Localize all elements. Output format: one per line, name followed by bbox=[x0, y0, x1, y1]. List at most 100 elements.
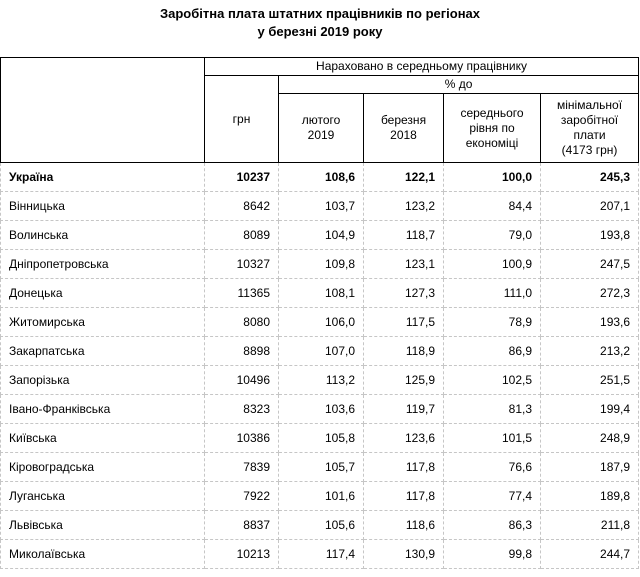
table-row: Донецька 11365 108,1 127,3 111,0 272,3 bbox=[0, 278, 640, 308]
table-row: Україна 10237 108,6 122,1 100,0 245,3 bbox=[0, 162, 640, 192]
region-name-cell: Івано-Франківська bbox=[0, 394, 205, 424]
pct-min-wage-cell: 193,6 bbox=[539, 307, 640, 337]
page-title-line-2: у березні 2019 року bbox=[257, 24, 383, 39]
pct-min-wage-cell: 245,3 bbox=[539, 162, 640, 192]
table-row: Дніпропетровська 10327 109,8 123,1 100,9… bbox=[0, 249, 640, 279]
salary-uah-cell: 8898 bbox=[204, 336, 279, 366]
col-header-avg-economy: середнього рівня по економіці bbox=[443, 93, 541, 163]
salary-uah-cell: 10386 bbox=[204, 423, 279, 453]
table-row: Луганська 7922 101,6 117,8 77,4 189,8 bbox=[0, 481, 640, 511]
region-name-cell: Закарпатська bbox=[0, 336, 205, 366]
salary-uah-cell: 10237 bbox=[204, 162, 279, 192]
pct-mar-2018-cell: 123,6 bbox=[363, 423, 444, 453]
table-row: Кіровоградська 7839 105,7 117,8 76,6 187… bbox=[0, 452, 640, 482]
table-row: Івано-Франківська 8323 103,6 119,7 81,3 … bbox=[0, 394, 640, 424]
pct-mar-2018-cell: 123,2 bbox=[363, 191, 444, 221]
pct-feb-2019-cell: 109,8 bbox=[278, 249, 364, 279]
pct-min-wage-cell: 199,4 bbox=[539, 394, 640, 424]
pct-feb-2019-cell: 105,6 bbox=[278, 510, 364, 540]
col-header-feb-2019: лютого 2019 bbox=[278, 93, 364, 163]
salary-uah-cell: 7839 bbox=[204, 452, 279, 482]
pct-avg-economy-cell: 100,0 bbox=[443, 162, 541, 192]
pct-avg-economy-cell: 84,4 bbox=[443, 191, 541, 221]
page-title: Заробітна плата штатних працівників по р… bbox=[0, 0, 640, 41]
table-row: Миколаївська 10213 117,4 130,9 99,8 244,… bbox=[0, 539, 640, 569]
pct-mar-2018-cell: 130,9 bbox=[363, 539, 444, 569]
salary-uah-cell: 7922 bbox=[204, 481, 279, 511]
pct-avg-economy-cell: 101,5 bbox=[443, 423, 541, 453]
salary-uah-cell: 8323 bbox=[204, 394, 279, 424]
pct-min-wage-cell: 248,9 bbox=[539, 423, 640, 453]
pct-min-wage-cell: 247,5 bbox=[539, 249, 640, 279]
page-title-line-1: Заробітна плата штатних працівників по р… bbox=[159, 6, 481, 21]
pct-feb-2019-cell: 101,6 bbox=[278, 481, 364, 511]
pct-mar-2018-cell: 117,8 bbox=[363, 481, 444, 511]
pct-feb-2019-cell: 117,4 bbox=[278, 539, 364, 569]
pct-feb-2019-cell: 108,1 bbox=[278, 278, 364, 308]
pct-avg-economy-cell: 79,0 bbox=[443, 220, 541, 250]
pct-avg-economy-cell: 81,3 bbox=[443, 394, 541, 424]
table-row: Львівська 8837 105,6 118,6 86,3 211,8 bbox=[0, 510, 640, 540]
pct-min-wage-cell: 207,1 bbox=[539, 191, 640, 221]
col-header-mar-2018: березня 2018 bbox=[363, 93, 444, 163]
table-row: Запорізька 10496 113,2 125,9 102,5 251,5 bbox=[0, 365, 640, 395]
header-pct-to: % до bbox=[277, 75, 640, 94]
pct-min-wage-cell: 244,7 bbox=[539, 539, 640, 569]
pct-feb-2019-cell: 104,9 bbox=[278, 220, 364, 250]
pct-feb-2019-cell: 103,7 bbox=[278, 191, 364, 221]
pct-feb-2019-cell: 108,6 bbox=[278, 162, 364, 192]
pct-feb-2019-cell: 105,7 bbox=[278, 452, 364, 482]
region-name-cell: Кіровоградська bbox=[0, 452, 205, 482]
region-name-cell: Дніпропетровська bbox=[0, 249, 205, 279]
table-header: Нараховано в середньому працівнику грн %… bbox=[0, 57, 640, 163]
salary-uah-cell: 10327 bbox=[204, 249, 279, 279]
pct-mar-2018-cell: 123,1 bbox=[363, 249, 444, 279]
salary-uah-cell: 10213 bbox=[204, 539, 279, 569]
region-name-cell: Миколаївська bbox=[0, 539, 205, 569]
pct-mar-2018-cell: 118,7 bbox=[363, 220, 444, 250]
pct-mar-2018-cell: 117,5 bbox=[363, 307, 444, 337]
pct-feb-2019-cell: 105,8 bbox=[278, 423, 364, 453]
pct-avg-economy-cell: 76,6 bbox=[443, 452, 541, 482]
salary-uah-cell: 8089 bbox=[204, 220, 279, 250]
region-name-cell: Україна bbox=[0, 162, 205, 192]
pct-min-wage-cell: 189,8 bbox=[539, 481, 640, 511]
pct-mar-2018-cell: 119,7 bbox=[363, 394, 444, 424]
pct-feb-2019-cell: 103,6 bbox=[278, 394, 364, 424]
salary-uah-cell: 8080 bbox=[204, 307, 279, 337]
region-name-cell: Луганська bbox=[0, 481, 205, 511]
table-row: Житомирська 8080 106,0 117,5 78,9 193,6 bbox=[0, 307, 640, 337]
pct-avg-economy-cell: 100,9 bbox=[443, 249, 541, 279]
region-name-cell: Київська bbox=[0, 423, 205, 453]
salary-uah-cell: 10496 bbox=[204, 365, 279, 395]
region-name-cell: Львівська bbox=[0, 510, 205, 540]
pct-min-wage-cell: 213,2 bbox=[539, 336, 640, 366]
salary-uah-cell: 8837 bbox=[204, 510, 279, 540]
pct-min-wage-cell: 187,9 bbox=[539, 452, 640, 482]
region-name-cell: Запорізька bbox=[0, 365, 205, 395]
pct-mar-2018-cell: 122,1 bbox=[363, 162, 444, 192]
pct-feb-2019-cell: 106,0 bbox=[278, 307, 364, 337]
pct-mar-2018-cell: 125,9 bbox=[363, 365, 444, 395]
pct-feb-2019-cell: 107,0 bbox=[278, 336, 364, 366]
col-header-uah: грн bbox=[204, 75, 279, 163]
pct-avg-economy-cell: 111,0 bbox=[443, 278, 541, 308]
pct-avg-economy-cell: 86,3 bbox=[443, 510, 541, 540]
pct-avg-economy-cell: 78,9 bbox=[443, 307, 541, 337]
pct-min-wage-cell: 251,5 bbox=[539, 365, 640, 395]
region-name-cell: Вінницька bbox=[0, 191, 205, 221]
pct-mar-2018-cell: 127,3 bbox=[363, 278, 444, 308]
pct-min-wage-cell: 211,8 bbox=[539, 510, 640, 540]
table-body: Україна 10237 108,6 122,1 100,0 245,3 Ві… bbox=[0, 162, 640, 569]
pct-avg-economy-cell: 77,4 bbox=[443, 481, 541, 511]
region-name-cell: Волинська bbox=[0, 220, 205, 250]
pct-min-wage-cell: 272,3 bbox=[539, 278, 640, 308]
table-row: Закарпатська 8898 107,0 118,9 86,9 213,2 bbox=[0, 336, 640, 366]
pct-avg-economy-cell: 99,8 bbox=[443, 539, 541, 569]
table-row: Київська 10386 105,8 123,6 101,5 248,9 bbox=[0, 423, 640, 453]
region-name-cell: Житомирська bbox=[0, 307, 205, 337]
salary-uah-cell: 11365 bbox=[204, 278, 279, 308]
pct-mar-2018-cell: 118,6 bbox=[363, 510, 444, 540]
table-row: Волинська 8089 104,9 118,7 79,0 193,8 bbox=[0, 220, 640, 250]
